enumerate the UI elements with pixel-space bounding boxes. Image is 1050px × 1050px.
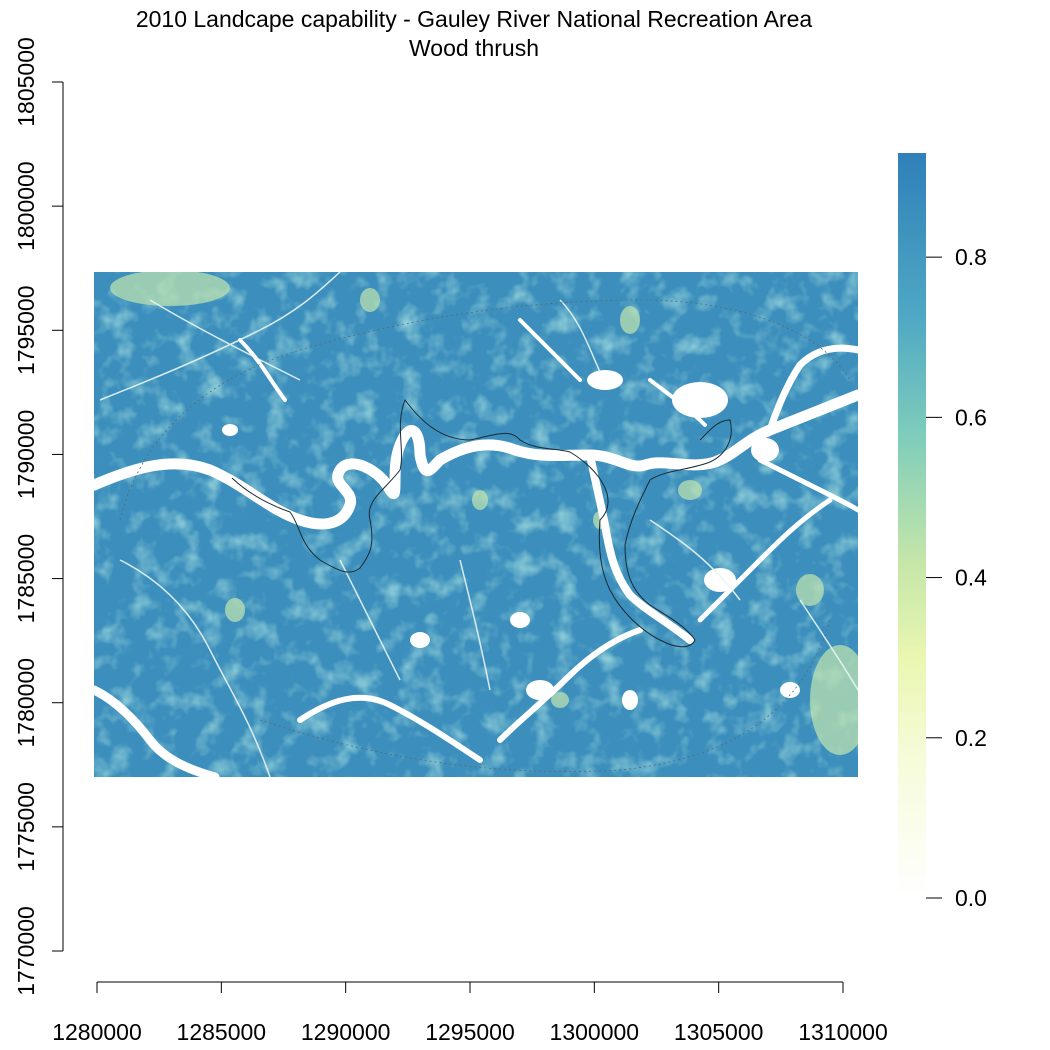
y-tick-label: 1790000 <box>13 410 39 500</box>
y-axis-ticks: 1770000 1775000 1780000 1785000 1790000 17950… <box>13 37 63 996</box>
y-tick-label: 1780000 <box>13 658 39 748</box>
x-axis-ticks: 1280000 1285000 1290000 1295000 1300000 13050… <box>52 982 888 1045</box>
chart-subtitle: Wood thrush <box>409 35 539 61</box>
park-boundary <box>231 398 732 648</box>
low-value-patches <box>110 272 858 755</box>
colorbar-ramp <box>898 153 926 898</box>
y-axis: 1770000 1775000 1780000 1785000 1790000 17950… <box>13 37 64 996</box>
chart-title: 2010 Landcape capability - Gauley River … <box>136 6 813 32</box>
y-tick-label: 1785000 <box>13 534 39 624</box>
colorbar-ticks: 0.0 0.2 0.4 0.6 0.8 <box>926 244 987 911</box>
x-tick-label: 1305000 <box>674 1019 764 1045</box>
x-tick-label: 1290000 <box>301 1019 391 1045</box>
colorbar-tick-label: 0.2 <box>955 725 987 751</box>
x-tick-label: 1310000 <box>798 1019 888 1045</box>
x-axis: 1280000 1285000 1290000 1295000 1300000 13050… <box>52 981 888 1045</box>
river-network <box>94 318 858 777</box>
colorbar-legend: 0.0 0.2 0.4 0.6 0.8 <box>898 153 987 911</box>
colorbar-tick-label: 0.6 <box>955 404 987 430</box>
stream-lines <box>99 272 858 777</box>
y-tick-label: 1795000 <box>13 286 39 376</box>
y-tick-label: 1800000 <box>13 161 39 251</box>
x-tick-label: 1295000 <box>425 1019 515 1045</box>
x-tick-label: 1300000 <box>550 1019 640 1045</box>
raster-texture <box>94 272 858 777</box>
y-tick-label: 1805000 <box>13 37 39 127</box>
colorbar-tick-label: 0.8 <box>955 244 987 270</box>
y-tick-label: 1770000 <box>13 906 39 996</box>
buffer-outline <box>119 299 851 772</box>
colorbar-tick-label: 0.4 <box>955 565 987 591</box>
raster-map <box>94 272 858 777</box>
colorbar-tick-label: 0.0 <box>955 885 987 911</box>
y-tick-label: 1775000 <box>13 782 39 872</box>
x-tick-label: 1280000 <box>52 1019 142 1045</box>
x-tick-label: 1285000 <box>177 1019 267 1045</box>
developed-areas <box>222 370 800 710</box>
